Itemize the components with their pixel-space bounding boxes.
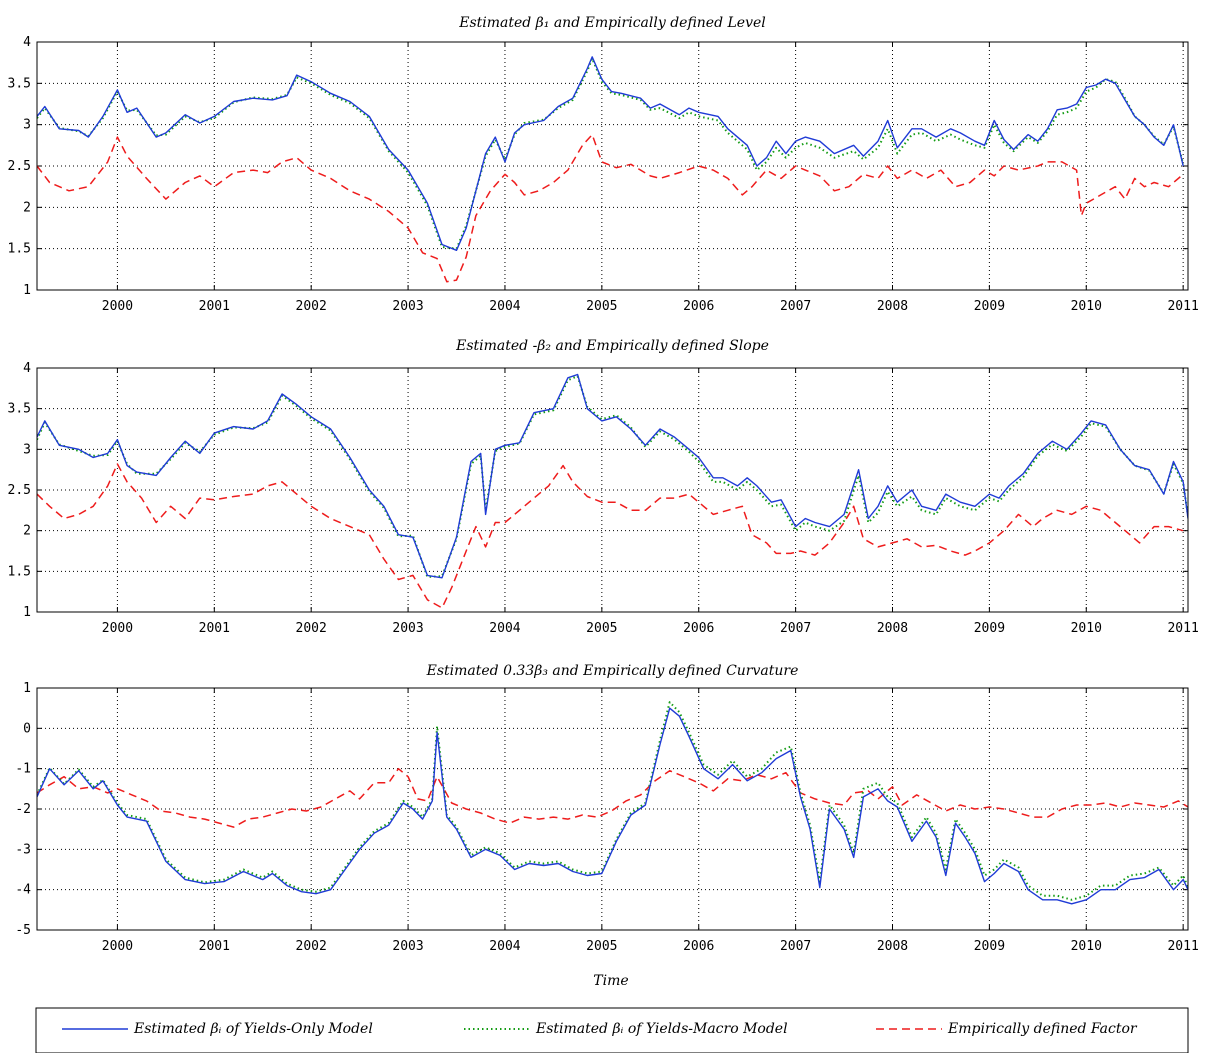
x-tick-label: 2002 <box>296 621 327 636</box>
x-tick-label: 2006 <box>683 621 714 636</box>
series-line-1 <box>37 56 1184 251</box>
series-line-3 <box>37 463 1184 609</box>
series-line-2 <box>37 375 1188 578</box>
y-tick-label: 0 <box>23 721 31 736</box>
x-tick-label: 2003 <box>392 621 423 636</box>
legend-item-empirical: Empirically defined Factor <box>876 1021 1138 1037</box>
chart-title: Estimated -β₂ and Empirically defined Sl… <box>455 338 769 354</box>
x-tick-label: 2000 <box>102 299 133 314</box>
chart-panel-1: Estimated β₁ and Empirically defined Lev… <box>8 15 1199 314</box>
y-tick-label: 1.5 <box>8 564 31 579</box>
x-tick-label: 2001 <box>199 621 230 636</box>
x-tick-label: 2004 <box>489 621 520 636</box>
y-tick-label: -3 <box>15 842 31 857</box>
x-tick-label: 2002 <box>296 939 327 954</box>
x-tick-label: 2000 <box>102 939 133 954</box>
y-tick-label: 4 <box>23 361 31 376</box>
legend-item-yields-only: Estimated βᵢ of Yields-Only Model <box>62 1021 373 1037</box>
axes-frame <box>36 687 1189 931</box>
y-tick-label: -2 <box>15 802 31 817</box>
series-line-3 <box>37 767 1188 828</box>
legend: Estimated βᵢ of Yields-Only Model Estima… <box>35 1007 1189 1053</box>
y-tick-label: 2.5 <box>8 159 31 174</box>
x-tick-label: 2008 <box>877 621 908 636</box>
x-tick-label: 2009 <box>974 939 1005 954</box>
x-tick-label: 2005 <box>586 299 617 314</box>
x-tick-label: 2001 <box>199 939 230 954</box>
x-tick-label: 2009 <box>974 621 1005 636</box>
series-line-1 <box>37 373 1188 579</box>
legend-label-yields-macro: Estimated βᵢ of Yields-Macro Model <box>535 1021 788 1037</box>
y-tick-label: 2.5 <box>8 483 31 498</box>
x-tick-label: 2008 <box>877 939 908 954</box>
x-tick-label: 2011 <box>1167 939 1198 954</box>
legend-label-empirical: Empirically defined Factor <box>947 1021 1138 1037</box>
y-tick-label: -4 <box>15 883 31 898</box>
plot-area <box>37 368 1188 612</box>
x-tick-label: 2001 <box>199 299 230 314</box>
x-tick-label: 2005 <box>586 939 617 954</box>
chart-panel-3: Estimated 0.33β₃ and Empirically defined… <box>15 663 1198 954</box>
x-tick-label: 2008 <box>877 299 908 314</box>
x-tick-label: 2003 <box>392 939 423 954</box>
y-tick-label: 3.5 <box>8 402 31 417</box>
legend-label-yields-only: Estimated βᵢ of Yields-Only Model <box>133 1021 373 1037</box>
x-tick-label: 2005 <box>586 621 617 636</box>
x-tick-label: 2010 <box>1071 939 1102 954</box>
x-tick-label: 2006 <box>683 939 714 954</box>
y-tick-label: 1 <box>23 283 31 298</box>
x-tick-label: 2011 <box>1167 621 1198 636</box>
chart-title: Estimated 0.33β₃ and Empirically defined… <box>426 663 799 679</box>
x-tick-label: 2000 <box>102 621 133 636</box>
y-tick-label: 2 <box>23 524 31 539</box>
y-tick-label: 4 <box>23 35 31 50</box>
x-tick-label: 2006 <box>683 299 714 314</box>
x-tick-label: 2007 <box>780 939 811 954</box>
chart-panel-2: Estimated -β₂ and Empirically defined Sl… <box>8 338 1199 636</box>
x-tick-label: 2009 <box>974 299 1005 314</box>
x-tick-label: 2010 <box>1071 299 1102 314</box>
y-tick-label: 1 <box>23 605 31 620</box>
y-tick-label: 2 <box>23 200 31 215</box>
y-tick-label: -5 <box>15 923 31 938</box>
y-tick-label: -1 <box>15 762 31 777</box>
x-tick-label: 2002 <box>296 299 327 314</box>
y-tick-label: 3 <box>23 118 31 133</box>
x-tick-label: 2003 <box>392 299 423 314</box>
x-tick-label: 2007 <box>780 621 811 636</box>
series-line-1 <box>37 707 1188 905</box>
x-tick-label: 2007 <box>780 299 811 314</box>
series-line-3 <box>37 133 1184 283</box>
y-tick-label: 3.5 <box>8 76 31 91</box>
plot-area <box>37 688 1188 930</box>
legend-box <box>35 1007 1189 1053</box>
x-tick-label: 2011 <box>1167 299 1198 314</box>
plot-area <box>37 42 1188 290</box>
axes-frame <box>36 367 1189 613</box>
x-axis-label: Time <box>593 973 628 989</box>
y-tick-label: 3 <box>23 442 31 457</box>
y-tick-label: 1 <box>23 681 31 696</box>
x-tick-label: 2004 <box>489 299 520 314</box>
axes-frame <box>36 41 1189 291</box>
x-tick-label: 2004 <box>489 939 520 954</box>
chart-title: Estimated β₁ and Empirically defined Lev… <box>458 15 766 31</box>
x-tick-label: 2010 <box>1071 621 1102 636</box>
y-tick-label: 1.5 <box>8 242 31 257</box>
series-line-2 <box>37 57 1185 250</box>
legend-item-yields-macro: Estimated βᵢ of Yields-Macro Model <box>464 1021 788 1037</box>
